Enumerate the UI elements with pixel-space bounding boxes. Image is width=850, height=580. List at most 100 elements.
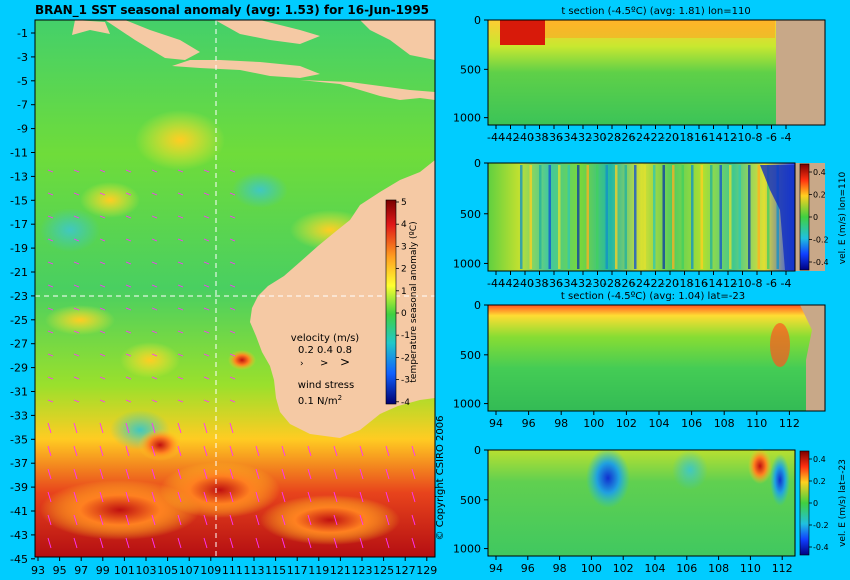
- map-lon-tick-label: 119: [308, 564, 329, 577]
- wind-arrow: [385, 445, 390, 457]
- map-lat-tick-label: -15: [10, 194, 28, 207]
- panel2-stripe: [539, 165, 542, 269]
- wind-arrow: [281, 491, 286, 503]
- wind-arrow: [125, 307, 132, 311]
- map-lon-tick-label: 95: [53, 564, 67, 577]
- wind-arrow: [229, 192, 236, 196]
- wind-arrow: [255, 491, 260, 503]
- p3-x-tick-label: 102: [616, 417, 637, 430]
- wind-arrow: [177, 514, 182, 526]
- map-lat-tick-label: -33: [10, 409, 28, 422]
- panel2-stripe: [634, 165, 637, 269]
- wind-arrow: [151, 422, 156, 434]
- panel4-field: [488, 450, 795, 556]
- panel2-stripe: [596, 165, 599, 269]
- p2-x-tick-label: -36: [545, 277, 563, 290]
- panel3-y-axis: 0 500 1000: [453, 299, 488, 411]
- panel1-title: t section (-4.5ºC) (avg: 1.81) lon=110: [561, 6, 750, 17]
- wind-arrow: [203, 192, 210, 196]
- wind-arrow: [99, 376, 106, 380]
- p3-y-tick-label: 0: [474, 299, 481, 312]
- map-lat-tick-label: -19: [10, 242, 28, 255]
- sst-colorbar: 5 4 3 2 1 0 -1 -2 -3 -4 temperature seasonal anom…: [385, 198, 419, 408]
- wind-arrow: [73, 514, 78, 526]
- map-lat-tick-label: -11: [10, 147, 28, 160]
- wind-arrow: [203, 445, 208, 457]
- panel3-land: [800, 305, 825, 411]
- p1-x-tick-label: -12: [719, 131, 737, 144]
- wind-arrow: [281, 445, 286, 457]
- map-lon-tick-label: 127: [395, 564, 416, 577]
- p2-x-tick-label: -28: [603, 277, 621, 290]
- wind-arrow: [99, 192, 106, 196]
- panel2-stripe: [748, 165, 751, 269]
- p1-x-tick-label: -28: [603, 131, 621, 144]
- wind-arrow: [177, 491, 182, 503]
- wind-arrow: [385, 537, 390, 549]
- sst-colorbar-ramp: [385, 199, 397, 405]
- map-lat-tick-label: -39: [10, 481, 28, 494]
- wind-arrow: [177, 353, 184, 357]
- panel2-stripe: [529, 165, 532, 269]
- p1-y-tick-label: 1000: [453, 112, 481, 125]
- p2-colorbar-tick-label: -0.2: [813, 236, 829, 245]
- p2-x-tick-label: -26: [618, 277, 636, 290]
- wind-arrow: [73, 307, 80, 311]
- p2-colorbar-tick-label: 0.4: [813, 168, 826, 177]
- wind-arrow: [411, 491, 416, 503]
- wind-arrow: [47, 192, 54, 196]
- wind-arrow: [203, 215, 210, 219]
- wind-arrow: [99, 330, 106, 334]
- panel3-field: [488, 305, 825, 411]
- wind-arrow: [333, 537, 338, 549]
- panel3-title: t section (-4.5ºC) (avg: 1.04) lat=-23: [561, 291, 745, 302]
- p4-colorbar-tick-label: 0.4: [813, 455, 826, 464]
- p1-x-tick-label: -38: [531, 131, 549, 144]
- map-lon-tick-label: 115: [265, 564, 286, 577]
- panel4-eastward-core: [748, 448, 772, 484]
- p4-x-tick-label: 104: [645, 562, 666, 575]
- p2-x-tick-label: -20: [661, 277, 679, 290]
- wind-arrow: [385, 491, 390, 503]
- p3-y-tick-label: 1000: [453, 398, 481, 411]
- p3-x-tick-label: 104: [649, 417, 670, 430]
- p1-x-tick-label: -8: [752, 131, 763, 144]
- panel1-surface-layer: [545, 20, 775, 38]
- wind-arrow: [411, 514, 416, 526]
- wind-arrow: [177, 376, 184, 380]
- p1-x-tick-label: -26: [618, 131, 636, 144]
- wind-arrow: [203, 422, 208, 434]
- wind-arrow: [229, 261, 236, 265]
- wind-arrow: [359, 514, 364, 526]
- wind-arrow: [73, 399, 80, 403]
- wind-arrow: [151, 468, 156, 480]
- wind-arrow: [281, 514, 286, 526]
- p4-x-tick-label: 100: [581, 562, 602, 575]
- map-lat-tick-label: -41: [10, 505, 28, 518]
- sst-colorbar-tick-label: 2: [401, 265, 407, 275]
- wind-arrow: [307, 491, 312, 503]
- p3-x-tick-label: 100: [583, 417, 604, 430]
- wind-arrow: [73, 169, 80, 173]
- panel1-frame: [487, 19, 826, 126]
- panel2-stripe: [681, 165, 684, 269]
- wind-arrow: [47, 238, 54, 242]
- wind-arrow: [125, 491, 130, 503]
- p1-x-tick-label: -22: [647, 131, 665, 144]
- wind-arrow: [203, 307, 210, 311]
- wind-arrow: [203, 261, 210, 265]
- map-frame: [34, 19, 436, 558]
- wind-arrow: [99, 215, 106, 219]
- panel3-warm-patch: [770, 323, 790, 367]
- wind-arrow: [203, 330, 210, 334]
- sst-colorbar-tick-label: 4: [401, 220, 407, 230]
- p2-x-tick-label: -30: [589, 277, 607, 290]
- wind-arrow: [203, 468, 208, 480]
- velocity-legend: velocity (m/s) 0.2 0.4 0.8 › > > wind st…: [291, 333, 359, 407]
- wind-arrow: [73, 261, 80, 265]
- panel2-stripe: [719, 165, 722, 269]
- panel2-colorbar: [799, 163, 810, 271]
- wind-arrow: [203, 537, 208, 549]
- map-lat-tick-label: -25: [10, 314, 28, 327]
- wind-arrow: [203, 514, 208, 526]
